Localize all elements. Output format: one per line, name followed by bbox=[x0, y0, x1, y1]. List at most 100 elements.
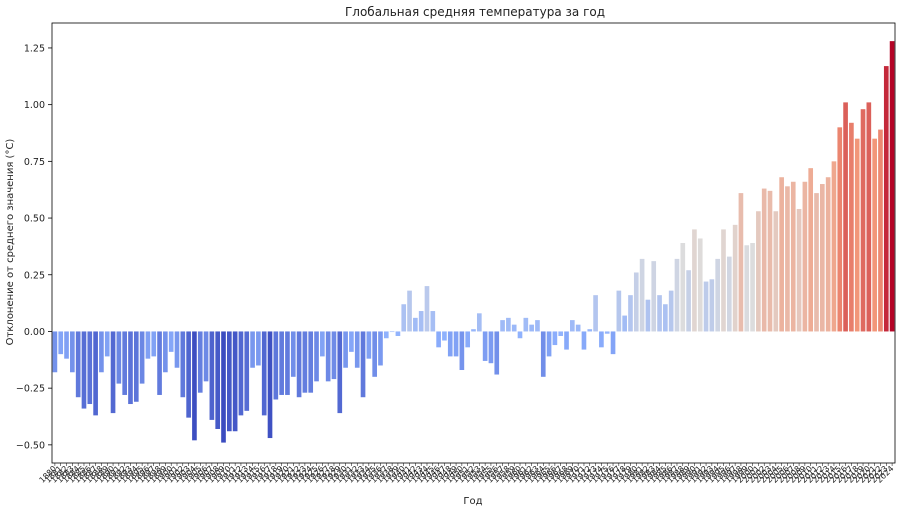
bar-1963 bbox=[535, 320, 540, 332]
bar-1998 bbox=[738, 193, 744, 332]
bar-1902 bbox=[180, 331, 186, 398]
bar-2003 bbox=[767, 190, 773, 332]
bar-1956 bbox=[494, 331, 500, 375]
bar-2006 bbox=[785, 186, 790, 332]
bar-1883 bbox=[70, 331, 75, 373]
bar-1971 bbox=[581, 331, 587, 350]
bar-1903 bbox=[186, 331, 191, 418]
bar-1894 bbox=[133, 331, 139, 402]
bar-1882 bbox=[64, 331, 69, 359]
bar-1885 bbox=[81, 331, 87, 409]
bar-1934 bbox=[366, 331, 372, 359]
bars-group bbox=[52, 41, 895, 443]
bar-1899 bbox=[163, 331, 168, 373]
bar-1896 bbox=[145, 331, 151, 359]
bar-2005 bbox=[779, 177, 784, 332]
bar-2013 bbox=[825, 177, 831, 332]
bar-1991 bbox=[697, 238, 703, 332]
bar-1980 bbox=[633, 272, 639, 332]
bar-1891 bbox=[116, 331, 122, 384]
bar-1986 bbox=[668, 290, 674, 332]
bar-1999 bbox=[744, 245, 750, 332]
bar-2011 bbox=[814, 193, 819, 332]
bar-1968 bbox=[564, 331, 569, 350]
bar-2021 bbox=[872, 138, 877, 332]
bar-1946 bbox=[436, 331, 441, 348]
bar-1948 bbox=[447, 331, 453, 357]
chart-title: Глобальная средняя температура за год bbox=[345, 5, 605, 19]
bar-1913 bbox=[244, 331, 250, 411]
y-tick-label: 1.00 bbox=[24, 100, 45, 111]
y-axis-label: Отклонение от среднего значения (°C) bbox=[5, 139, 16, 346]
bar-2024 bbox=[889, 41, 895, 332]
bar-1989 bbox=[686, 270, 691, 332]
bar-2002 bbox=[761, 188, 767, 332]
bar-1900 bbox=[168, 331, 174, 352]
y-tick-label: 1.25 bbox=[24, 43, 45, 54]
bar-1985 bbox=[663, 304, 668, 332]
bar-1889 bbox=[104, 331, 110, 357]
bar-2016 bbox=[843, 102, 848, 332]
y-tick-label: 0.25 bbox=[24, 270, 45, 281]
bar-1929 bbox=[337, 331, 343, 414]
bar-1886 bbox=[87, 331, 93, 405]
bar-1919 bbox=[279, 331, 284, 395]
bar-1955 bbox=[488, 331, 494, 364]
bar-1973 bbox=[593, 295, 598, 332]
y-tick-label: 0.50 bbox=[24, 214, 45, 225]
bar-1907 bbox=[209, 331, 215, 420]
bar-1931 bbox=[349, 331, 354, 352]
bar-1974 bbox=[599, 331, 604, 348]
bar-1949 bbox=[453, 331, 459, 357]
bar-1905 bbox=[197, 331, 203, 393]
bar-1941 bbox=[407, 290, 412, 332]
bar-2023 bbox=[883, 66, 889, 332]
bar-2001 bbox=[756, 211, 761, 332]
bar-1895 bbox=[139, 331, 145, 384]
bar-1881 bbox=[58, 331, 64, 355]
bar-1977 bbox=[616, 290, 622, 332]
x-axis-label: Год bbox=[463, 496, 482, 507]
bar-1880 bbox=[52, 331, 58, 373]
bar-1912 bbox=[238, 331, 244, 416]
bar-1935 bbox=[372, 331, 377, 377]
bar-1943 bbox=[418, 311, 424, 332]
bar-2019 bbox=[860, 109, 866, 332]
bar-1939 bbox=[395, 331, 401, 336]
bar-1983 bbox=[651, 261, 657, 332]
bar-1964 bbox=[540, 331, 546, 377]
bar-2022 bbox=[878, 129, 883, 332]
bar-1995 bbox=[721, 229, 726, 332]
bar-1901 bbox=[174, 331, 180, 368]
bar-1993 bbox=[709, 279, 715, 332]
bar-1942 bbox=[413, 317, 418, 332]
bar-1961 bbox=[523, 317, 529, 332]
bar-1917 bbox=[267, 331, 273, 439]
x-ticks-group: 1880188118821883188418851886188718881889… bbox=[38, 463, 896, 485]
bar-2000 bbox=[750, 243, 755, 332]
bar-2009 bbox=[802, 181, 808, 332]
bar-1952 bbox=[471, 329, 476, 332]
bar-1914 bbox=[250, 331, 255, 368]
bar-1924 bbox=[308, 331, 314, 393]
bar-1947 bbox=[442, 331, 447, 341]
bar-1909 bbox=[221, 331, 226, 443]
bar-1926 bbox=[320, 331, 325, 357]
bar-1922 bbox=[296, 331, 302, 398]
bar-1984 bbox=[657, 295, 662, 332]
bar-1976 bbox=[610, 331, 616, 355]
bar-1969 bbox=[570, 320, 575, 332]
bar-1933 bbox=[360, 331, 366, 398]
bar-1960 bbox=[517, 331, 523, 339]
bar-1990 bbox=[692, 229, 697, 332]
bar-1923 bbox=[302, 331, 308, 393]
bar-1959 bbox=[511, 324, 517, 332]
bar-2010 bbox=[808, 168, 814, 332]
y-ticks-group: −0.50 −0.25 0.00 0.25 0.50 0.75 1.00 1.25 bbox=[16, 43, 52, 451]
bar-1893 bbox=[128, 331, 133, 405]
bar-1958 bbox=[506, 317, 511, 332]
bar-1937 bbox=[383, 331, 389, 339]
bar-1972 bbox=[587, 329, 593, 332]
bar-1950 bbox=[459, 331, 465, 371]
bar-1982 bbox=[645, 299, 651, 332]
